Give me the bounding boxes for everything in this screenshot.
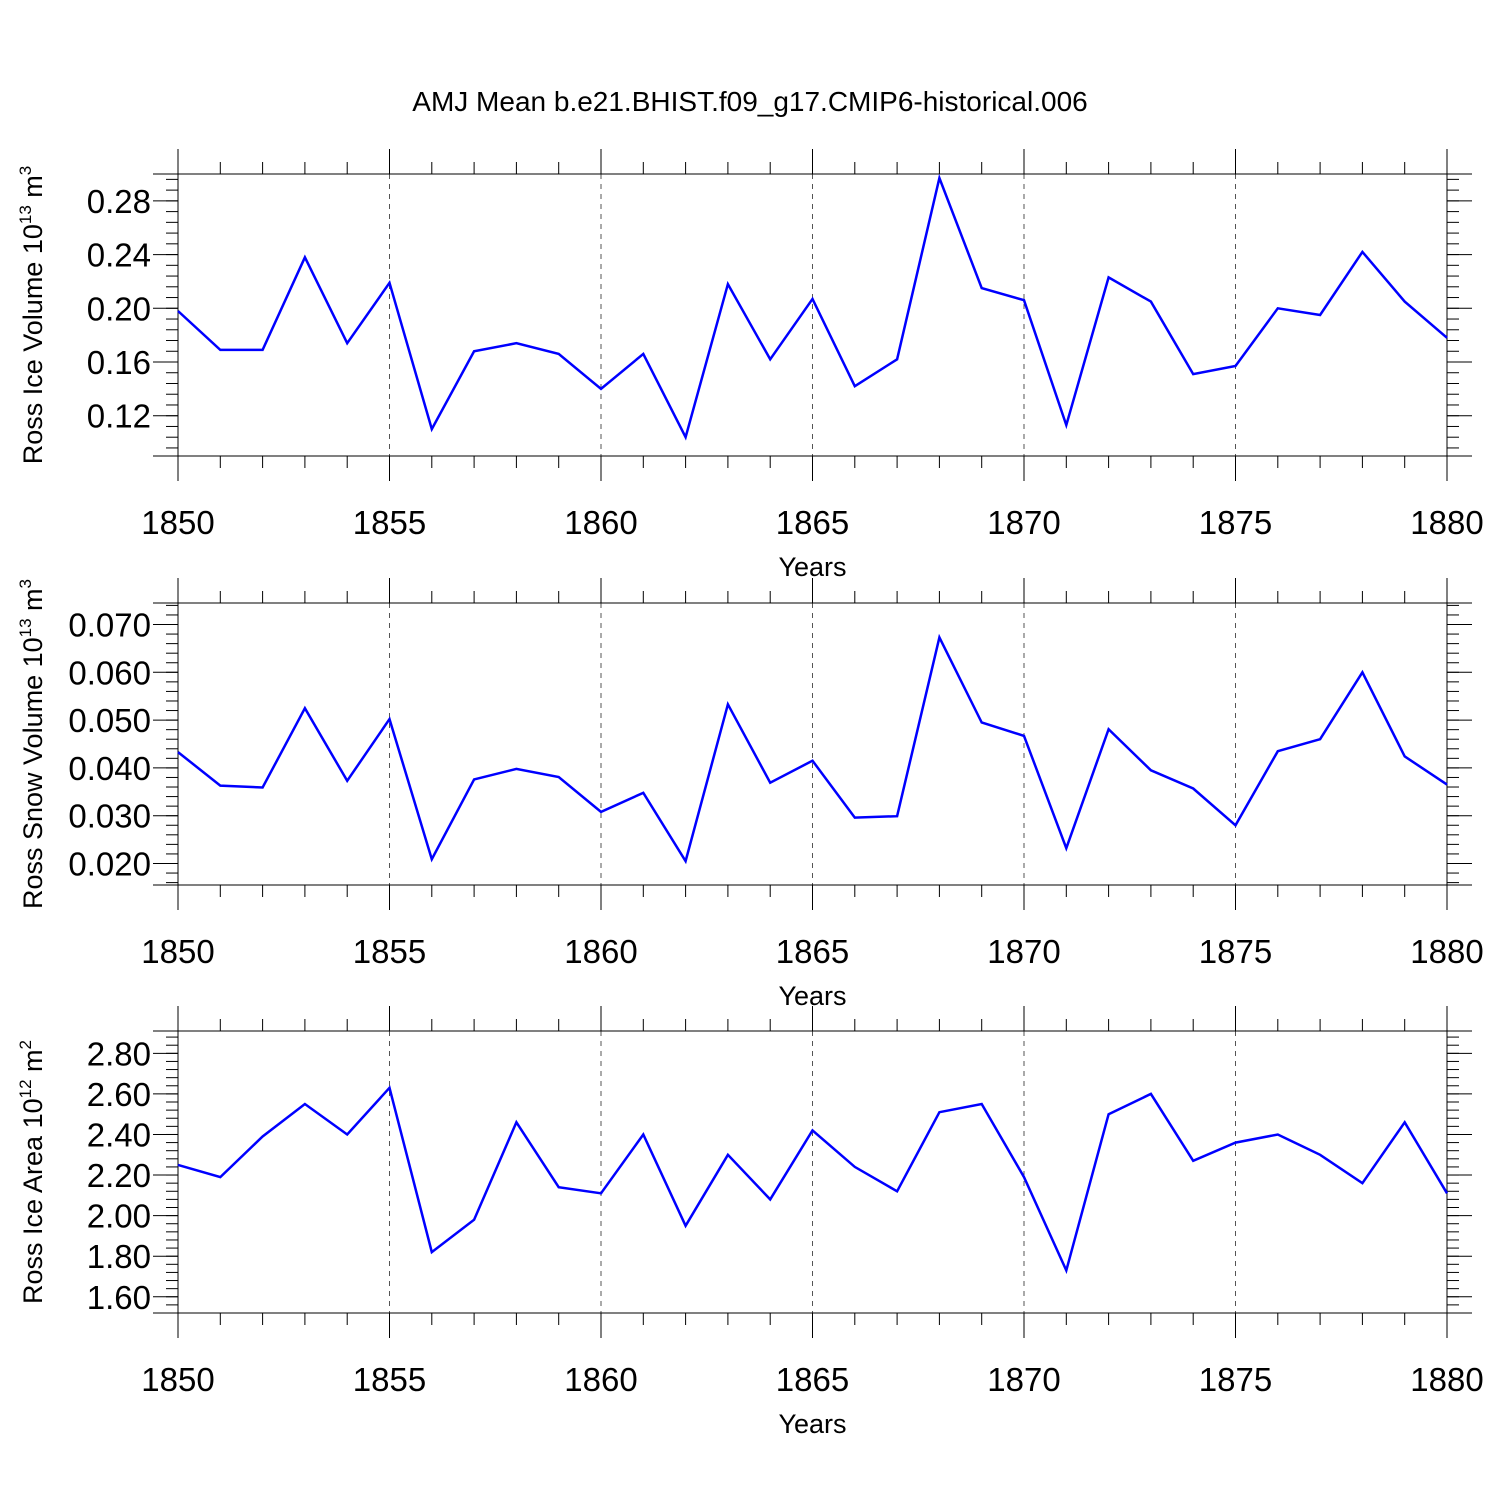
- snow-volume-ytick-label: 0.040: [68, 750, 151, 787]
- snow-volume-xtick-label: 1870: [987, 933, 1060, 970]
- snow-volume-ytick-label: 0.030: [68, 798, 151, 835]
- ice-area-xtick-label: 1870: [987, 1361, 1060, 1398]
- snow-volume-ytick-label: 0.070: [68, 607, 151, 644]
- ice-volume-ytick-label: 0.16: [87, 344, 151, 381]
- ice-area-ytick-label: 1.80: [87, 1238, 151, 1275]
- snow-volume-series-line: [177, 633, 1448, 865]
- ice-volume-xtick-label: 1865: [776, 504, 849, 541]
- ice-volume-panel: 0.12 0.16 0.20 0.24 0.28 1850 1855 1860 1865 1870…: [16, 149, 1484, 582]
- ice-volume-ylabel: Ross Ice Volume 1013 m3: [16, 166, 48, 465]
- snow-volume-xtick-label: 1850: [141, 933, 214, 970]
- snow-volume-ytick-label: 0.020: [68, 845, 151, 882]
- ice-area-xtick-label: 1850: [141, 1361, 214, 1398]
- snow-volume-xtick-label: 1880: [1410, 933, 1483, 970]
- figure-title: AMJ Mean b.e21.BHIST.f09_g17.CMIP6-histo…: [412, 86, 1087, 117]
- ice-area-xtick-label: 1865: [776, 1361, 849, 1398]
- ice-volume-xtick-label: 1880: [1410, 504, 1483, 541]
- ice-area-ylabel: Ross Ice Area 1012 m2: [16, 1040, 48, 1304]
- ice-area-panel: 1.60 1.802.00 2.20 2.402.60 2.80 1850 1855 1860…: [16, 1006, 1484, 1439]
- panels-group: 0.12 0.16 0.20 0.24 0.28 1850 1855 1860 1865 1870…: [16, 149, 1484, 1439]
- ice-area-xtick-label: 1855: [353, 1361, 426, 1398]
- ice-volume-xtick-label: 1850: [141, 504, 214, 541]
- ice-volume-ytick-label: 0.20: [87, 290, 151, 327]
- ice-volume-ytick-label: 0.24: [87, 237, 151, 274]
- ice-volume-xtick-label: 1875: [1199, 504, 1272, 541]
- ice-volume-ytick-label: 0.12: [87, 398, 151, 435]
- snow-volume-xtick-label: 1855: [353, 933, 426, 970]
- ice-area-ytick-label: 2.40: [87, 1116, 151, 1153]
- ice-area-ytick-label: 2.60: [87, 1076, 151, 1113]
- ice-area-xtick-label: 1860: [564, 1361, 637, 1398]
- ice-volume-series-line: [177, 173, 1448, 441]
- ice-area-ytick-label: 2.20: [87, 1157, 151, 1194]
- ice-volume-ytick-label: 0.28: [87, 183, 151, 220]
- ice-volume-xtick-label: 1870: [987, 504, 1060, 541]
- ice-volume-xlabel: Years: [778, 552, 846, 582]
- ice-area-ytick-label: 2.80: [87, 1035, 151, 1072]
- snow-volume-xtick-label: 1875: [1199, 933, 1272, 970]
- ice-area-xtick-label: 1875: [1199, 1361, 1272, 1398]
- snow-volume-xtick-label: 1860: [564, 933, 637, 970]
- snow-volume-ytick-label: 0.050: [68, 702, 151, 739]
- ice-area-ytick-label: 2.00: [87, 1198, 151, 1235]
- ice-volume-xtick-label: 1855: [353, 504, 426, 541]
- snow-volume-panel: 0.020 0.030 0.040 0.050 0.060 0.070 1850 1855 18…: [16, 578, 1484, 1011]
- snow-volume-ytick-label: 0.060: [68, 654, 151, 691]
- ice-area-ytick-label: 1.60: [87, 1279, 151, 1316]
- ice-area-xtick-label: 1880: [1410, 1361, 1483, 1398]
- ice-area-series-line: [177, 1085, 1449, 1275]
- snow-volume-xtick-label: 1865: [776, 933, 849, 970]
- ice-volume-xtick-label: 1860: [564, 504, 637, 541]
- ice-area-xlabel: Years: [778, 1409, 846, 1439]
- snow-volume-ylabel: Ross Snow Volume 1013 m3: [16, 579, 48, 909]
